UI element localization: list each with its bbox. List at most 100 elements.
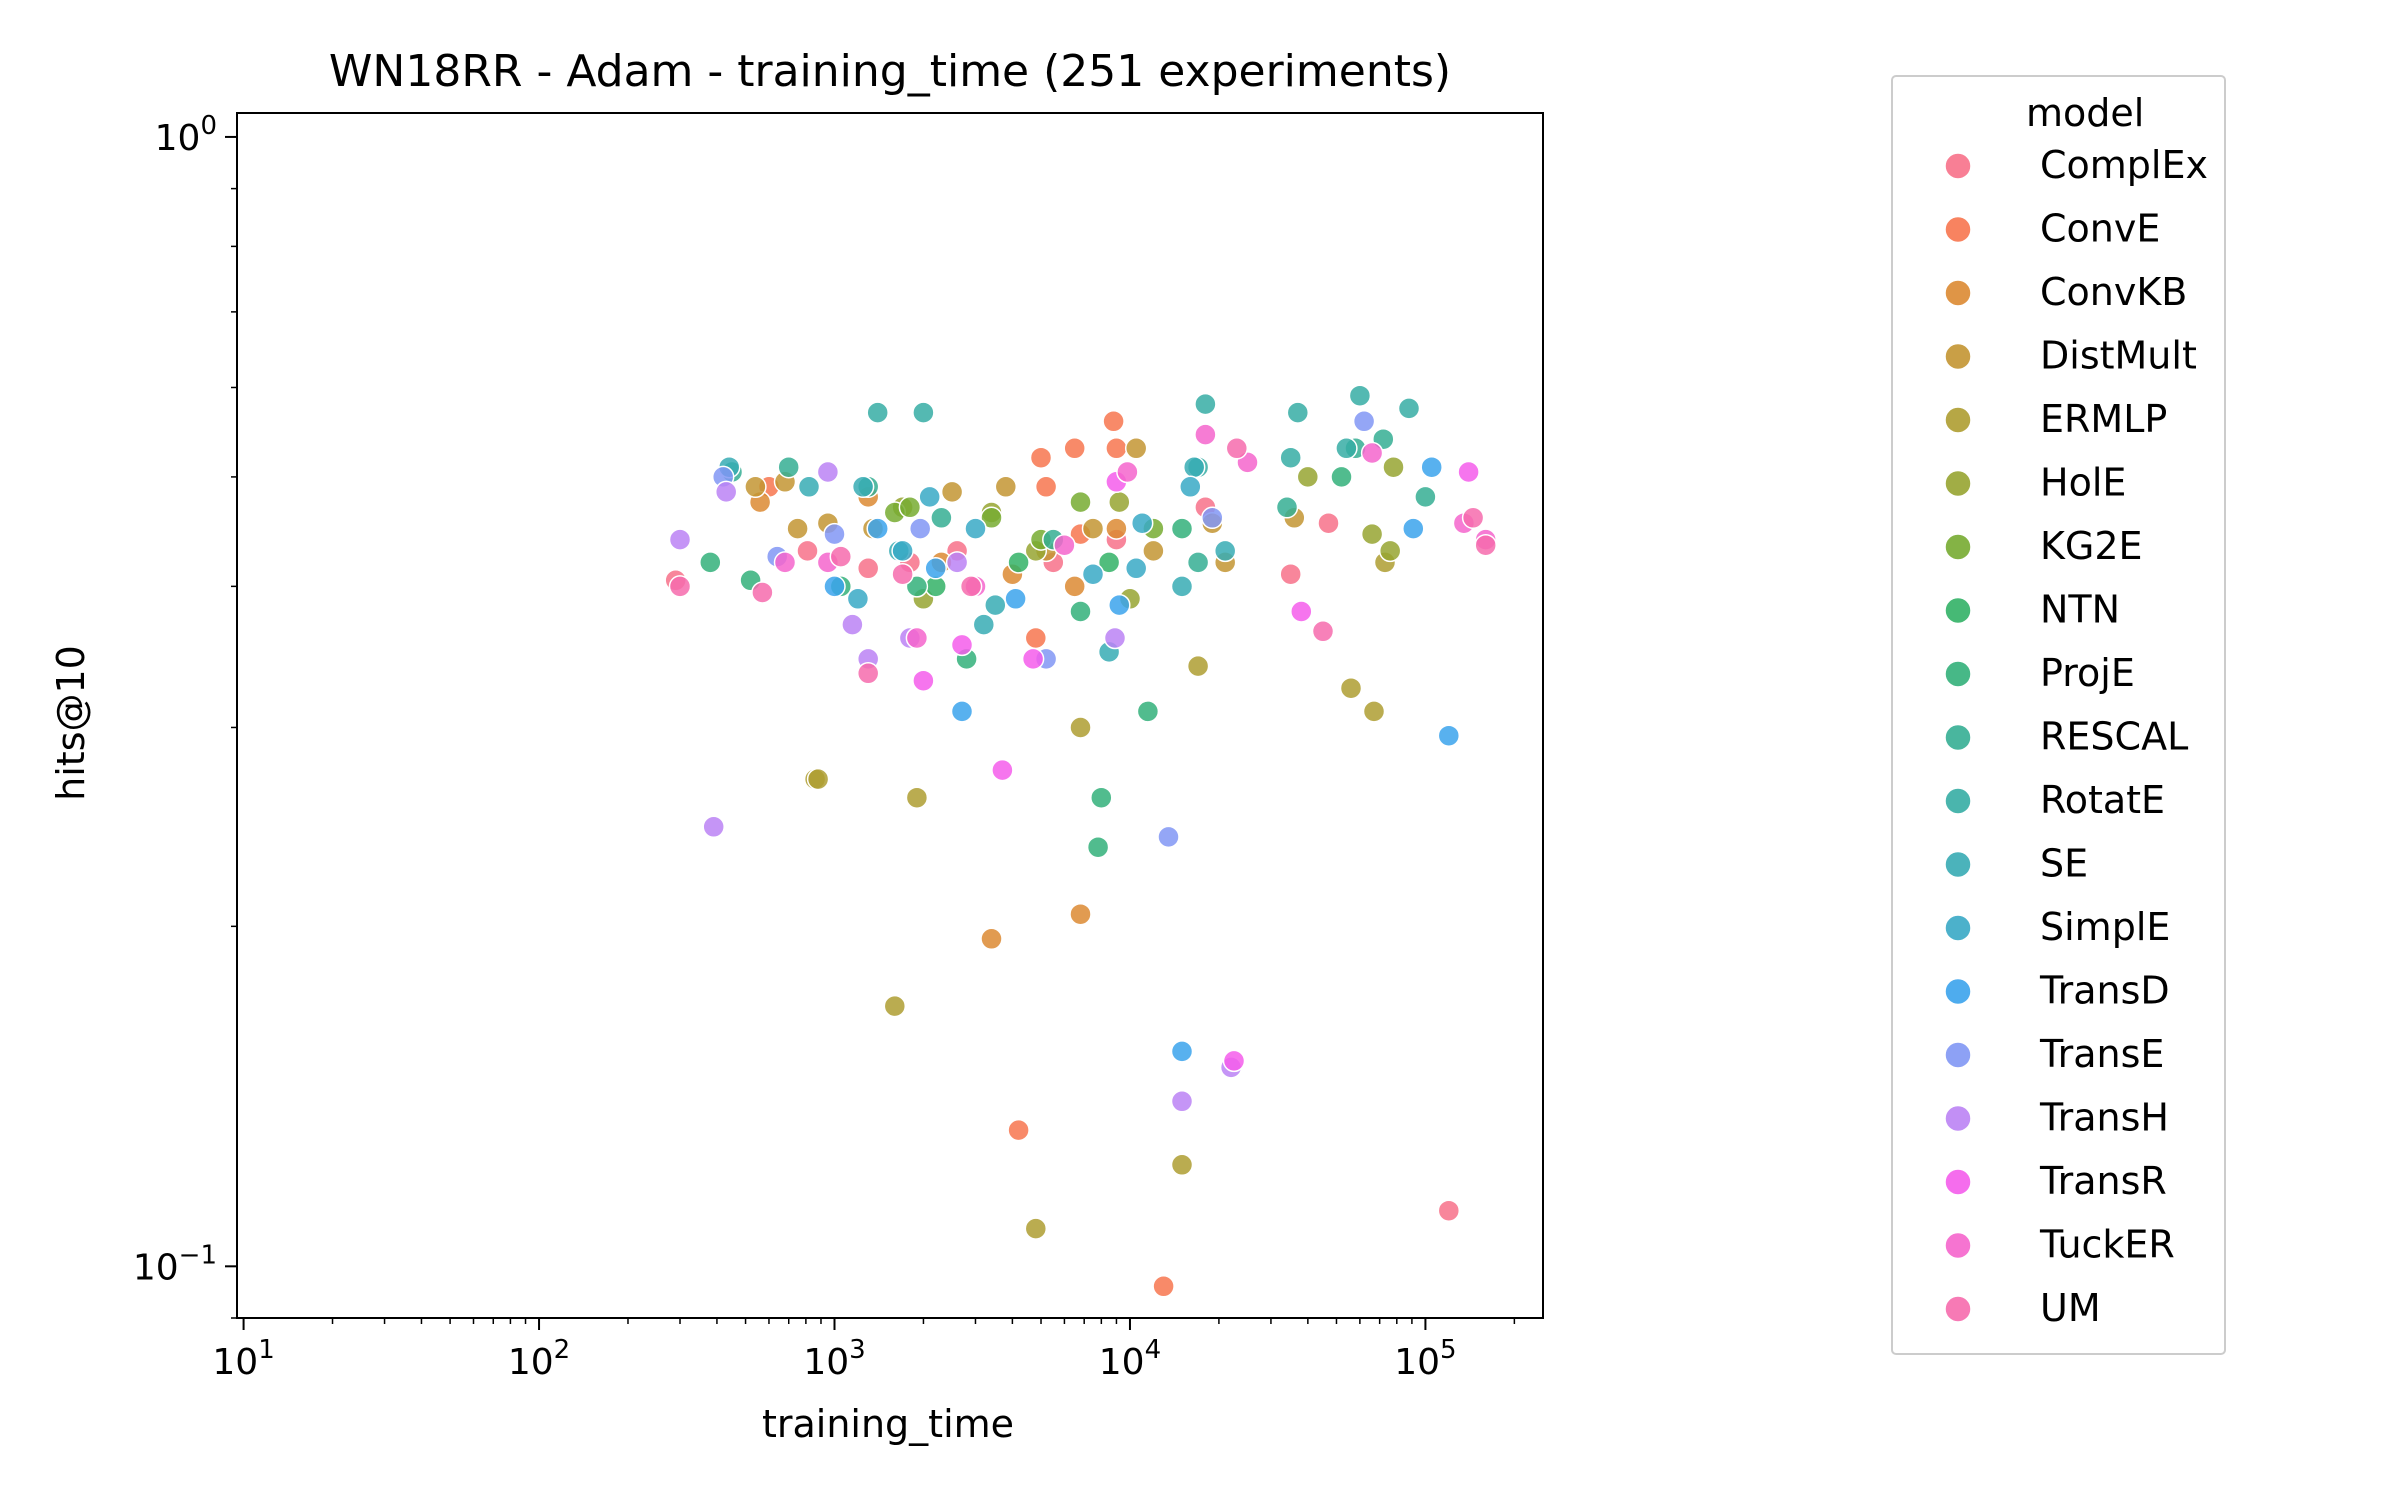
data-point	[1179, 475, 1202, 499]
series-ERMLP	[803, 551, 1397, 1240]
data-point	[1360, 441, 1384, 465]
data-point	[1474, 533, 1497, 557]
data-point	[950, 633, 974, 657]
legend-marker	[1944, 914, 1972, 942]
data-point	[1024, 626, 1048, 650]
data-point	[744, 475, 767, 499]
data-point	[786, 517, 809, 540]
series-SimplE	[846, 475, 1202, 611]
data-point	[918, 485, 941, 509]
data-point	[1007, 551, 1030, 574]
legend-item-HolE: HolE	[1944, 461, 2126, 505]
legend-label: RESCAL	[2040, 715, 2188, 759]
data-point	[1108, 490, 1131, 514]
data-point	[806, 767, 830, 791]
legend-marker	[1944, 660, 1972, 688]
data-point	[908, 517, 932, 540]
data-point	[1029, 446, 1053, 469]
data-point	[1152, 1275, 1175, 1298]
legend-marker	[1944, 279, 1972, 307]
data-point	[1335, 437, 1358, 460]
legend-label: NTN	[2040, 588, 2120, 632]
data-point	[924, 557, 947, 580]
data-point	[1116, 460, 1139, 484]
data-point	[1437, 724, 1461, 747]
data-point	[945, 551, 969, 574]
data-point	[1069, 600, 1092, 623]
data-point	[1275, 496, 1299, 519]
data-point	[1213, 539, 1237, 563]
legend-item-SE: SE	[1944, 842, 2088, 886]
data-point	[1063, 437, 1086, 460]
data-point	[1170, 1040, 1194, 1063]
data-point	[1360, 522, 1384, 546]
legend-marker	[1944, 1104, 1972, 1133]
data-point	[898, 496, 922, 519]
data-point	[1170, 575, 1194, 598]
legend-marker	[1944, 850, 1972, 879]
data-point	[994, 475, 1018, 499]
data-point	[846, 587, 870, 611]
data-point	[856, 662, 880, 685]
data-point	[912, 401, 935, 424]
data-point	[1194, 392, 1217, 416]
data-point	[668, 528, 692, 551]
legend-marker	[1944, 1295, 1972, 1323]
data-point	[773, 551, 797, 574]
series-RotatE	[866, 384, 1421, 479]
data-point	[1186, 654, 1210, 678]
data-point	[905, 575, 929, 598]
legend-label: UM	[2040, 1286, 2101, 1330]
data-point	[1108, 593, 1131, 617]
legend-label: KG2E	[2040, 524, 2143, 568]
legend-item-TransR: TransR	[1944, 1159, 2167, 1203]
data-point	[823, 575, 846, 598]
data-point	[1311, 620, 1335, 643]
data-point	[1457, 460, 1480, 484]
data-point	[1182, 455, 1206, 479]
legend-item-ConvKB: ConvKB	[1944, 270, 2187, 314]
data-point	[1102, 410, 1125, 433]
legend-item-NTN: NTN	[1944, 588, 2120, 632]
data-point	[1222, 1049, 1246, 1073]
data-point	[829, 545, 853, 568]
data-point	[1103, 626, 1127, 650]
x-axis: 101 102 103 104 105	[212, 1318, 1516, 1383]
data-point	[1142, 539, 1165, 563]
data-point	[1317, 511, 1340, 535]
data-point	[1348, 384, 1372, 407]
data-point	[1362, 700, 1386, 723]
data-point	[1186, 551, 1210, 574]
legend-label: ProjE	[2040, 651, 2135, 695]
legend-label: ConvE	[2040, 207, 2160, 251]
x-tick-label: 101	[212, 1335, 274, 1383]
data-point	[959, 575, 983, 598]
legend-item-KG2E: KG2E	[1944, 524, 2143, 568]
plot-frame	[236, 112, 1544, 1319]
legend-title: model	[2026, 91, 2144, 135]
data-point	[1081, 517, 1105, 540]
legend: model ComplEx ConvE ConvKB DistMult ERMLP Hol…	[1891, 75, 2226, 1355]
data-point	[1007, 1118, 1030, 1142]
y-axis-label: hits@10	[49, 645, 93, 801]
data-point	[930, 506, 953, 530]
data-point	[1420, 455, 1443, 479]
legend-marker	[1944, 1041, 1972, 1069]
data-point	[972, 613, 996, 636]
data-point	[1402, 517, 1425, 540]
data-point	[1004, 587, 1027, 611]
legend-label: TransD	[2039, 969, 2170, 1013]
legend-label: TransE	[2039, 1032, 2164, 1076]
data-point	[883, 994, 907, 1018]
data-point	[905, 786, 929, 809]
legend-marker	[1944, 977, 1972, 1006]
data-point	[891, 539, 914, 563]
data-point	[1097, 551, 1121, 574]
series-ProjE	[699, 465, 1353, 859]
data-point	[1279, 446, 1302, 469]
data-point	[1170, 1153, 1194, 1177]
data-point	[841, 613, 864, 636]
legend-marker	[1944, 152, 1972, 180]
legend-label: ComplEx	[2040, 143, 2208, 187]
